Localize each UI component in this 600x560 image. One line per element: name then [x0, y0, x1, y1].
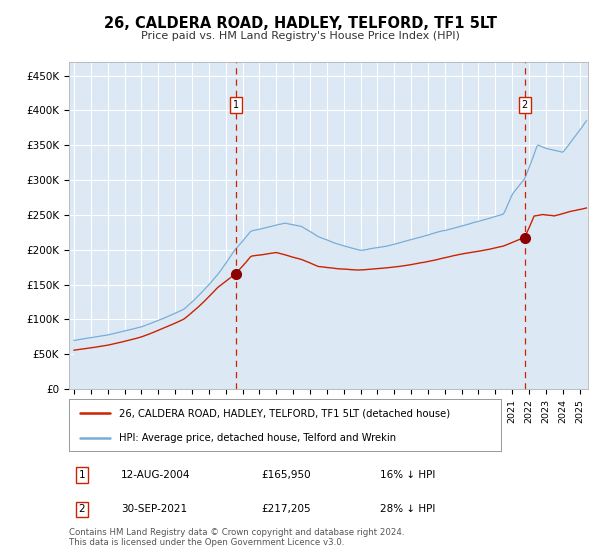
Text: Price paid vs. HM Land Registry's House Price Index (HPI): Price paid vs. HM Land Registry's House … [140, 31, 460, 41]
Text: 28% ↓ HPI: 28% ↓ HPI [380, 505, 436, 515]
Text: 1: 1 [79, 470, 85, 480]
Text: 30-SEP-2021: 30-SEP-2021 [121, 505, 187, 515]
Text: 16% ↓ HPI: 16% ↓ HPI [380, 470, 436, 480]
Text: 26, CALDERA ROAD, HADLEY, TELFORD, TF1 5LT: 26, CALDERA ROAD, HADLEY, TELFORD, TF1 5… [104, 16, 497, 31]
Text: Contains HM Land Registry data © Crown copyright and database right 2024.
This d: Contains HM Land Registry data © Crown c… [69, 528, 404, 548]
Text: 1: 1 [233, 100, 239, 110]
Text: 2: 2 [521, 100, 528, 110]
Text: HPI: Average price, detached house, Telford and Wrekin: HPI: Average price, detached house, Telf… [119, 433, 396, 443]
Text: £217,205: £217,205 [261, 505, 311, 515]
Text: 12-AUG-2004: 12-AUG-2004 [121, 470, 190, 480]
Text: 26, CALDERA ROAD, HADLEY, TELFORD, TF1 5LT (detached house): 26, CALDERA ROAD, HADLEY, TELFORD, TF1 5… [119, 408, 450, 418]
Text: £165,950: £165,950 [261, 470, 311, 480]
Text: 2: 2 [79, 505, 85, 515]
